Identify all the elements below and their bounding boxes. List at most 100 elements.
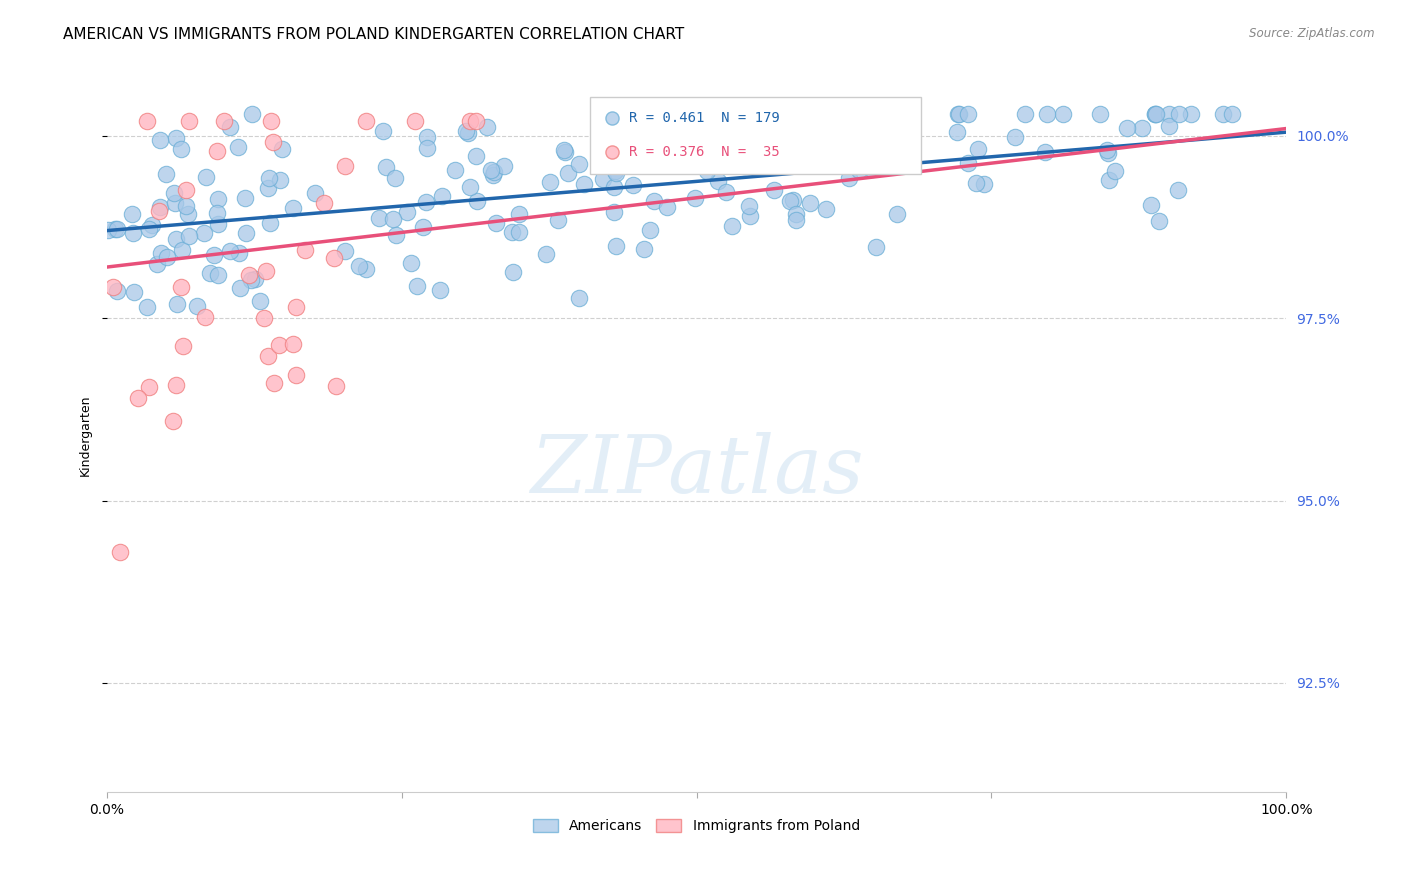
Point [205,144,228,158]
Point [104,222,127,236]
Point [792,139,814,153]
Text: Source: ZipAtlas.com: Source: ZipAtlas.com [1250,27,1375,40]
Point [257,180,280,194]
Point [198,266,221,280]
Point [1104,164,1126,178]
Point [202,248,225,262]
Point [785,207,807,221]
Point [283,201,305,215]
Point [136,300,159,314]
Point [598,144,620,158]
Point [322,251,344,265]
Point [170,142,193,156]
Point [219,120,242,135]
Point [249,293,271,308]
Point [600,888,623,892]
Point [172,243,194,257]
Point [1220,107,1243,121]
Point [259,216,281,230]
Point [720,219,742,233]
Point [444,163,467,178]
Point [894,118,917,132]
Point [101,280,124,294]
Point [384,171,406,186]
Point [621,178,644,193]
Point [97,223,120,237]
Point [1036,107,1059,121]
Point [235,226,257,240]
Point [603,180,626,194]
Point [624,133,647,147]
Point [1140,198,1163,212]
Point [138,380,160,394]
Point [374,160,396,174]
Text: ZIPatlas: ZIPatlas [530,432,863,509]
Point [285,300,308,314]
Point [873,141,896,155]
Point [465,114,488,128]
Point [1052,107,1074,121]
Point [219,244,242,258]
Point [717,130,740,145]
Point [508,225,530,239]
Point [304,186,326,200]
Point [610,151,633,165]
Point [837,156,859,170]
Point [966,142,988,156]
Point [1212,107,1234,121]
Point [155,167,177,181]
Point [464,148,486,162]
Point [430,188,453,202]
Point [793,112,815,127]
Point [554,145,576,160]
Point [174,183,197,197]
Point [257,349,280,363]
Point [239,273,262,287]
Point [135,114,157,128]
Point [105,222,128,236]
Point [785,213,807,227]
Point [572,177,595,191]
Point [233,191,256,205]
Point [401,256,423,270]
Point [1167,183,1189,197]
Point [281,337,304,351]
Point [254,264,277,278]
Point [1014,107,1036,121]
Point [657,200,679,214]
Point [1098,173,1121,187]
Point [270,142,292,156]
Point [396,205,419,219]
Point [138,222,160,236]
Point [170,279,193,293]
Point [965,176,987,190]
Point [207,193,229,207]
Point [141,219,163,233]
Point [501,225,523,239]
Point [643,194,665,208]
Point [229,281,252,295]
Point [207,206,229,220]
Point [502,265,524,279]
Point [415,195,437,210]
Point [456,124,478,138]
Point [284,368,307,383]
Point [228,246,250,260]
Point [163,186,186,200]
Point [815,202,838,216]
Point [121,207,143,221]
Point [165,232,187,246]
Point [186,299,208,313]
Point [194,169,217,184]
Point [1004,129,1026,144]
Point [429,283,451,297]
Point [263,376,285,390]
Point [148,204,170,219]
Point [1157,119,1180,133]
Text: R = 0.461  N = 179: R = 0.461 N = 179 [630,112,780,125]
Point [294,243,316,257]
Text: AMERICAN VS IMMIGRANTS FROM POLAND KINDERGARTEN CORRELATION CHART: AMERICAN VS IMMIGRANTS FROM POLAND KINDE… [63,27,685,42]
Point [1168,107,1191,121]
Point [602,204,624,219]
Point [479,163,502,178]
